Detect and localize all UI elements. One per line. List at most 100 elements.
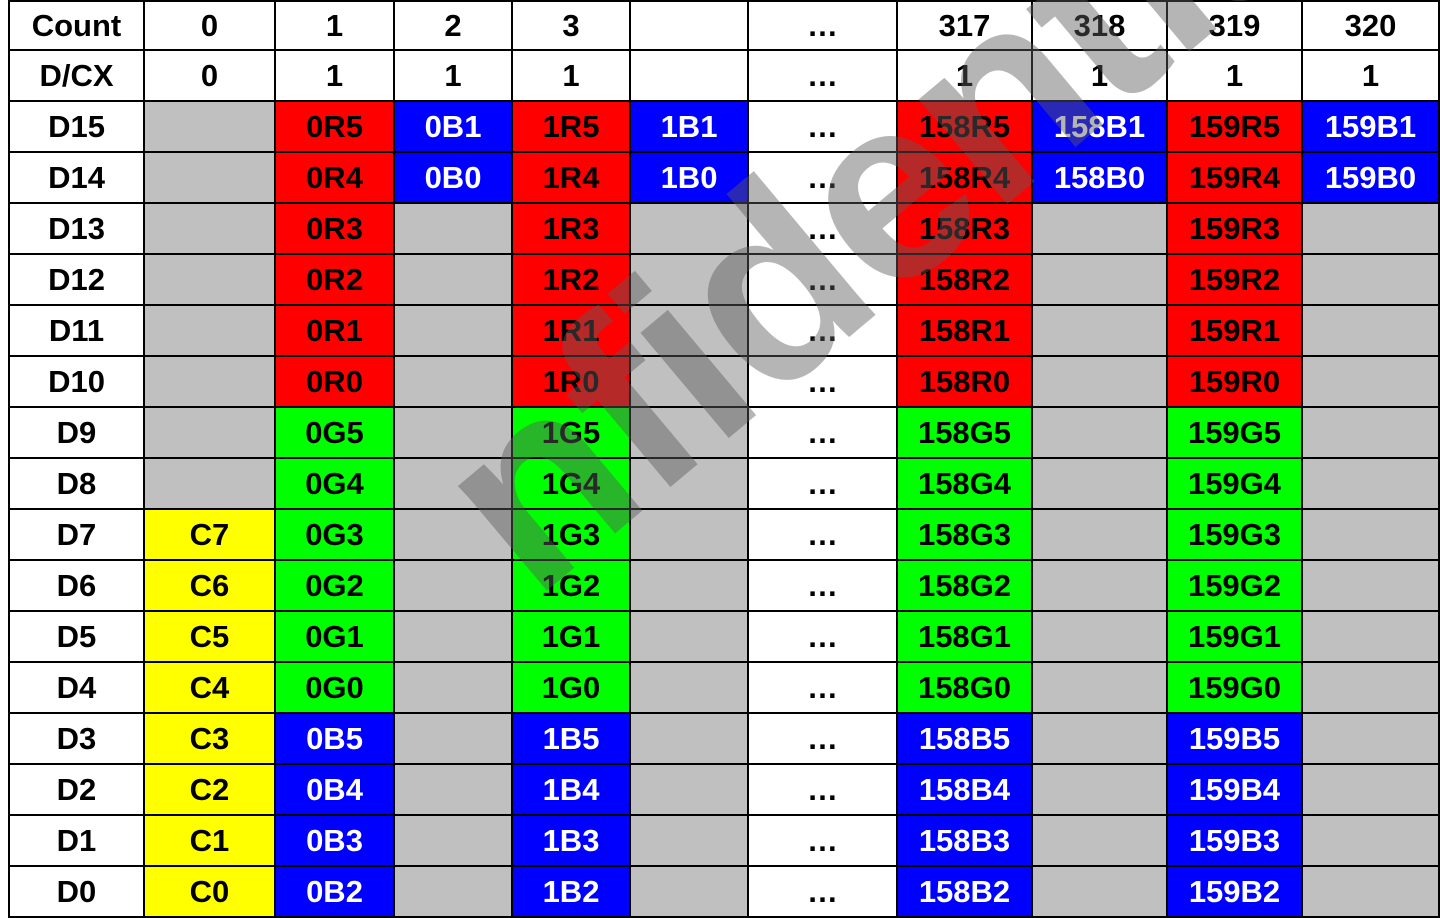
table-cell xyxy=(1301,610,1440,663)
table-row: D/CX 0 1 1 1… 1 1 1 1 xyxy=(8,49,1440,102)
table-cell xyxy=(143,100,276,153)
table-cell: 0B1 xyxy=(393,100,513,153)
table-cell xyxy=(1031,814,1168,867)
table-cell: … xyxy=(747,661,898,714)
table-cell: 0B4 xyxy=(274,763,395,816)
header-cell: 2 xyxy=(393,0,513,51)
table-cell: 158G3 xyxy=(896,508,1033,561)
table-cell: … xyxy=(747,712,898,765)
table-cell xyxy=(393,610,513,663)
table-cell xyxy=(629,508,749,561)
table-cell: … xyxy=(747,508,898,561)
table-cell: 158B3 xyxy=(896,814,1033,867)
row-label: D0 xyxy=(8,865,145,918)
table-cell: 158G2 xyxy=(896,559,1033,612)
table-row: D11 0R1 1R1 … 158R1 159R1 xyxy=(8,304,1440,357)
table-cell: 158R1 xyxy=(896,304,1033,357)
table-cell: 158G4 xyxy=(896,457,1033,510)
table-cell: C7 xyxy=(143,508,276,561)
row-label: D13 xyxy=(8,202,145,255)
table-cell: 1 xyxy=(274,49,395,102)
table-cell: 1 xyxy=(1166,49,1303,102)
table-cell xyxy=(143,151,276,204)
table-row: D8 0G4 1G4 … 158G4 159G4 xyxy=(8,457,1440,510)
table-cell: 158B4 xyxy=(896,763,1033,816)
table-cell: 1 xyxy=(511,49,631,102)
table-cell xyxy=(393,661,513,714)
table-cell xyxy=(629,559,749,612)
table-cell: 159G3 xyxy=(1166,508,1303,561)
table-cell xyxy=(1301,712,1440,765)
table-cell xyxy=(1301,661,1440,714)
header-cell: 3 xyxy=(511,0,631,51)
table-cell: 158B0 xyxy=(1031,151,1168,204)
table-cell: … xyxy=(747,814,898,867)
table-cell xyxy=(393,559,513,612)
table-cell: 1G3 xyxy=(511,508,631,561)
row-label: D9 xyxy=(8,406,145,459)
table-cell: 0G4 xyxy=(274,457,395,510)
table-cell: 159R0 xyxy=(1166,355,1303,408)
table-cell: 1B1 xyxy=(629,100,749,153)
table-cell xyxy=(629,406,749,459)
table-cell xyxy=(143,202,276,255)
header-row: Count 0 1 2 3 … 317 318 319 320 xyxy=(8,0,1440,51)
row-label: D1 xyxy=(8,814,145,867)
header-cell: 318 xyxy=(1031,0,1168,51)
table-row: D2 C2 0B4 1B4 … 158B4 159B4 xyxy=(8,763,1440,816)
table-cell: 158R2 xyxy=(896,253,1033,306)
row-label: D14 xyxy=(8,151,145,204)
table-cell: 0R3 xyxy=(274,202,395,255)
table-cell: 159G5 xyxy=(1166,406,1303,459)
header-cell: 317 xyxy=(896,0,1033,51)
table-cell: 1 xyxy=(393,49,513,102)
table-cell: C4 xyxy=(143,661,276,714)
table-cell: 1 xyxy=(896,49,1033,102)
table-cell xyxy=(393,763,513,816)
table-row: D6 C6 0G2 1G2 … 158G2 159G2 xyxy=(8,559,1440,612)
table-cell xyxy=(393,355,513,408)
table-cell: C5 xyxy=(143,610,276,663)
table-cell xyxy=(1031,661,1168,714)
table-cell: 0G1 xyxy=(274,610,395,663)
table-cell xyxy=(1031,457,1168,510)
table-cell: 159B0 xyxy=(1301,151,1440,204)
table-cell xyxy=(1301,814,1440,867)
table-cell xyxy=(1031,304,1168,357)
table-cell xyxy=(1301,508,1440,561)
table-cell xyxy=(1301,865,1440,918)
table-cell: 159B4 xyxy=(1166,763,1303,816)
table-cell: 1R3 xyxy=(511,202,631,255)
table-cell xyxy=(629,457,749,510)
row-label: D7 xyxy=(8,508,145,561)
header-cell xyxy=(629,0,749,51)
row-label: D5 xyxy=(8,610,145,663)
table-cell xyxy=(1031,508,1168,561)
table-cell: 158G1 xyxy=(896,610,1033,663)
table-row: D10 0R0 1R0 … 158R0 159R0 xyxy=(8,355,1440,408)
table-cell: 159R3 xyxy=(1166,202,1303,255)
header-cell: … xyxy=(747,0,898,51)
table-cell: 1G0 xyxy=(511,661,631,714)
table-body: Count 0 1 2 3… 317 318 319 320 D/CX 0 1 1 1… 1 1 1 1 D15 0R… xyxy=(8,0,1440,918)
table-cell xyxy=(393,304,513,357)
row-label: D3 xyxy=(8,712,145,765)
table-cell: 0G2 xyxy=(274,559,395,612)
table-cell: 0G0 xyxy=(274,661,395,714)
table-cell xyxy=(393,814,513,867)
row-label: D12 xyxy=(8,253,145,306)
table-cell: 158R5 xyxy=(896,100,1033,153)
table-cell xyxy=(629,712,749,765)
table-cell: … xyxy=(747,610,898,663)
table-cell: … xyxy=(747,763,898,816)
header-cell: 1 xyxy=(274,0,395,51)
table-cell xyxy=(143,406,276,459)
table-cell xyxy=(1301,457,1440,510)
table-cell: 1B5 xyxy=(511,712,631,765)
table-cell: 159B5 xyxy=(1166,712,1303,765)
row-label: D10 xyxy=(8,355,145,408)
table-cell: 1 xyxy=(1031,49,1168,102)
table-cell: 0R2 xyxy=(274,253,395,306)
table-cell: 159G2 xyxy=(1166,559,1303,612)
table-cell: 158G5 xyxy=(896,406,1033,459)
